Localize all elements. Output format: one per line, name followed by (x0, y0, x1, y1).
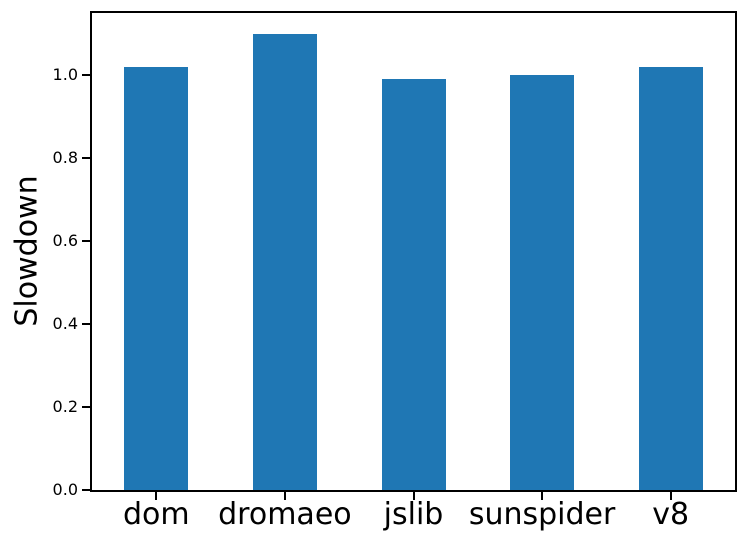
x-tick-label-sunspider: sunspider (468, 497, 616, 532)
x-tick-label-dom: dom (122, 497, 190, 532)
x-tick-mark (412, 492, 415, 500)
bar-v8 (638, 66, 703, 490)
y-tick-label-0.6: 0.6 (52, 231, 78, 251)
plot-area (82, 11, 737, 500)
bars-layer (92, 13, 735, 490)
y-tick-mark (82, 489, 90, 491)
x-tick-label-v8: v8 (652, 497, 690, 532)
y-tick-mark (82, 74, 90, 77)
bar-jslib (381, 79, 446, 490)
bar-dom (124, 66, 189, 490)
x-tick-mark (283, 492, 286, 500)
y-tick-label-0.2: 0.2 (52, 397, 78, 417)
y-tick-label-0.8: 0.8 (52, 148, 78, 168)
x-tick-mark (155, 492, 158, 500)
x-tick-label-jslib: jslib (383, 497, 444, 532)
y-tick-mark (82, 157, 90, 160)
y-tick-label-1.0: 1.0 (52, 65, 78, 85)
y-tick-mark (82, 323, 90, 326)
x-tick-label-dromaeo: dromaeo (218, 497, 352, 532)
x-tick-mark (541, 492, 544, 500)
bar-dromaeo (252, 33, 317, 490)
ticks-layer (82, 13, 735, 500)
x-tick-mark (669, 492, 672, 500)
y-tick-label-0.4: 0.4 (52, 314, 78, 334)
bar-sunspider (510, 75, 575, 490)
y-tick-mark (82, 406, 90, 409)
y-tick-label-0.0: 0.0 (52, 480, 78, 499)
y-tick-mark (82, 240, 90, 243)
